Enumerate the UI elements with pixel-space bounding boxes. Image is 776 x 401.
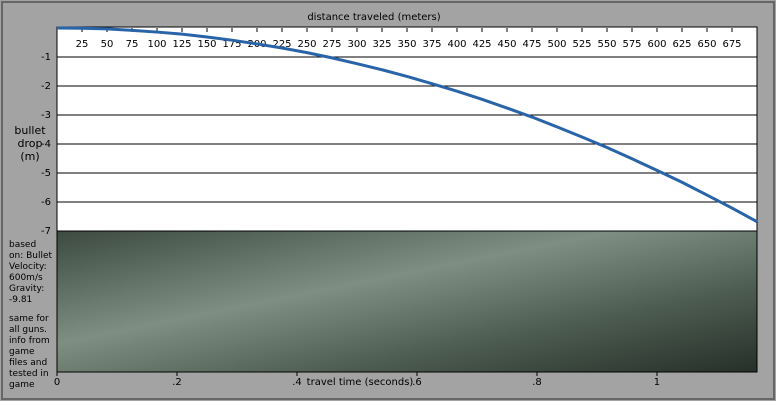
- plot-area: [57, 27, 757, 231]
- note: same for all guns. info from game files …: [9, 314, 50, 390]
- x-tick-label: 425: [472, 39, 491, 50]
- drop-curve: [56, 26, 758, 224]
- y-tick-label: -2: [41, 81, 51, 92]
- x-tick-label: 125: [172, 39, 191, 50]
- y-tick-label: -7: [41, 226, 51, 237]
- x-tick-label: 650: [697, 39, 716, 50]
- map-image: [57, 231, 757, 372]
- y-tick-label: -1: [41, 52, 51, 63]
- y-tick-label: -4: [41, 139, 51, 150]
- x-tick-label: 475: [522, 39, 541, 50]
- y-axis-label: bullet drop (m): [14, 124, 46, 163]
- x-tick-label: 250: [297, 39, 316, 50]
- x2-axis-label: travel time (seconds): [307, 377, 414, 388]
- x-tick-label: 375: [422, 39, 441, 50]
- plot-border: [56, 26, 758, 373]
- x-tick-label: 500: [547, 39, 566, 50]
- x-tick-label: 675: [722, 39, 741, 50]
- x2-tick-label: .8: [532, 377, 542, 388]
- x-tick-label: 550: [597, 39, 616, 50]
- y-tick-label: -5: [41, 168, 51, 179]
- x-tick-label: 275: [322, 39, 341, 50]
- x-tick-label: 350: [397, 39, 416, 50]
- x-tick-label: 75: [126, 39, 139, 50]
- plot: -1-2-3-4-5-6-725 50 75 100 125 150 175 200 225 25…: [41, 26, 758, 388]
- x-tick-label: 450: [497, 39, 516, 50]
- x-tick-label: 175: [222, 39, 241, 50]
- x-tick-label: 525: [572, 39, 591, 50]
- x2-tick-label: .4: [292, 377, 302, 388]
- x-tick-label: 600: [647, 39, 666, 50]
- x-tick-label: 100: [147, 39, 166, 50]
- x2-tick-label: 0: [54, 377, 60, 388]
- x-tick-label: 50: [101, 39, 114, 50]
- y-tick-label: -3: [41, 110, 51, 121]
- x2-tick-label: .2: [172, 377, 182, 388]
- x-tick-label: 625: [672, 39, 691, 50]
- x2-tick-label: 1: [654, 377, 660, 388]
- note: based on: Bullet Velocity: 600m/s Gravit…: [9, 240, 53, 305]
- x-tick-label: 150: [197, 39, 216, 50]
- x-tick-label: 400: [447, 39, 466, 50]
- x-tick-label: 325: [372, 39, 391, 50]
- y-tick-label: -6: [41, 197, 51, 208]
- x-tick-label: 25: [76, 39, 89, 50]
- x-tick-label: 300: [347, 39, 366, 50]
- x-tick-label: 575: [622, 39, 641, 50]
- chart-title: distance traveled (meters): [307, 12, 440, 23]
- x2-tick-label: .6: [412, 377, 422, 388]
- x-tick-label: 225: [272, 39, 291, 50]
